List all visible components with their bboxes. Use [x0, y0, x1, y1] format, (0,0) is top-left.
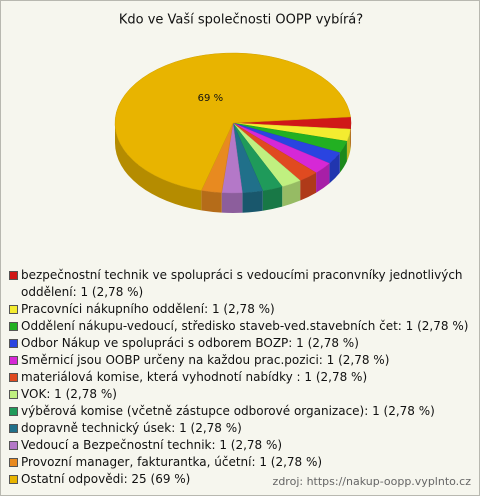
- slice: [114, 52, 351, 191]
- legend-swatch: [9, 424, 18, 433]
- legend: bezpečnostní technik ve spolupráci s ved…: [9, 267, 471, 488]
- legend-label: Vedoucí a Bezpečnostní technik: 1 (2,78 …: [21, 438, 283, 452]
- legend-label: materiálová komise, která vyhodnotí nabí…: [21, 370, 368, 384]
- legend-label: dopravně technický úsek: 1 (2,78 %): [21, 421, 242, 435]
- legend-swatch: [9, 271, 18, 280]
- legend-item: Směrnicí jsou OOBP určeny na každou prac…: [9, 352, 471, 369]
- slice-side: [221, 192, 243, 213]
- legend-item: Provozní manager, fakturantka, účetní: 1…: [9, 454, 471, 471]
- legend-swatch: [9, 356, 18, 365]
- legend-item: Vedoucí a Bezpečnostní technik: 1 (2,78 …: [9, 437, 471, 454]
- slice-side: [329, 152, 340, 184]
- legend-swatch: [9, 390, 18, 399]
- legend-swatch: [9, 407, 18, 416]
- legend-item: Ostatní odpovědi: 25 (69 %): [9, 471, 471, 488]
- pie-area: Kdo ve Vaší společnosti OOPP vybírá? 69 …: [114, 13, 363, 213]
- chart-title: Kdo ve Vaší společnosti OOPP vybírá?: [119, 13, 363, 28]
- legend-item: Oddělení nákupu-vedoucí, středisko stave…: [9, 318, 471, 335]
- slice-side: [300, 172, 317, 201]
- legend-label: výběrová komise (včetně zástupce odborov…: [21, 404, 435, 418]
- slice-side: [282, 180, 301, 207]
- legend-label: Ostatní odpovědi: 25 (69 %): [21, 472, 191, 486]
- slice-side: [262, 186, 283, 211]
- legend-item: dopravně technický úsek: 1 (2,78 %): [9, 420, 471, 437]
- legend-label: Provozní manager, fakturantka, účetní: 1…: [21, 455, 323, 469]
- value-label: 69 %: [198, 93, 223, 104]
- source: zdroj: https://nakup-oopp.vyplnto.cz: [272, 475, 471, 488]
- legend-swatch: [9, 458, 18, 467]
- legend-label: Směrnicí jsou OOBP určeny na každou prac…: [21, 353, 390, 367]
- slice-side: [201, 190, 222, 213]
- legend-item: VOK: 1 (2,78 %): [9, 386, 471, 403]
- legend-swatch: [9, 322, 18, 331]
- legend-label: Pracovníci nákupního oddělení: 1 (2,78 %…: [21, 302, 275, 316]
- legend-item: materiálová komise, která vyhodnotí nabí…: [9, 369, 471, 386]
- legend-label: Odbor Nákup ve spolupráci s odborem BOZP…: [21, 336, 359, 350]
- legend-swatch: [9, 339, 18, 348]
- legend-label: Oddělení nákupu-vedoucí, středisko stave…: [21, 319, 469, 333]
- legend-item: Odbor Nákup ve spolupráci s odborem BOZP…: [9, 335, 471, 352]
- legend-swatch: [9, 305, 18, 314]
- legend-item: bezpečnostní technik ve spolupráci s ved…: [9, 267, 471, 301]
- legend-label: VOK: 1 (2,78 %): [21, 387, 117, 401]
- legend-swatch: [9, 373, 18, 382]
- slice-side: [346, 129, 351, 162]
- legend-item: výběrová komise (včetně zástupce odborov…: [9, 403, 471, 420]
- slice-side: [339, 141, 347, 173]
- legend-item: Pracovníci nákupního oddělení: 1 (2,78 %…: [9, 301, 471, 318]
- legend-label: bezpečnostní technik ve spolupráci s ved…: [21, 268, 463, 299]
- legend-swatch: [9, 475, 18, 484]
- slice-side: [242, 190, 263, 213]
- slice-side: [115, 123, 202, 211]
- legend-swatch: [9, 441, 18, 450]
